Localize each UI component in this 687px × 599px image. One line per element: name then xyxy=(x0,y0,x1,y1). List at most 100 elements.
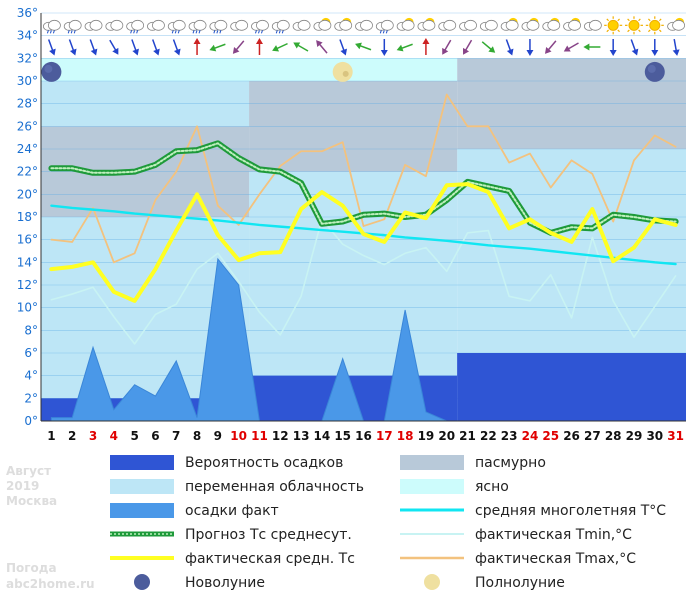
y-tick-label: 8° xyxy=(24,323,38,337)
cloud-icon xyxy=(131,19,145,31)
x-tick-label: 19 xyxy=(418,429,435,443)
wind-arrow-icon xyxy=(172,39,181,56)
cloud-icon xyxy=(172,19,186,31)
y-tick-label: 20° xyxy=(17,187,38,201)
x-tick-label: 24 xyxy=(522,429,539,443)
wind-arrow-head xyxy=(293,42,301,49)
cloud-icon xyxy=(89,19,103,31)
rain-drop-icon xyxy=(257,30,260,34)
wind-arrow-head xyxy=(173,48,181,56)
y-tick-label: 0° xyxy=(24,414,38,428)
wind-arrow-head xyxy=(442,47,449,55)
full-moon-spot-icon xyxy=(342,70,349,77)
series-line-actual_avg xyxy=(49,182,678,303)
cloud-icon xyxy=(401,19,415,31)
wind-arrow-icon xyxy=(255,38,263,55)
sun-icon xyxy=(649,19,661,31)
y-tick-label: 34° xyxy=(17,29,38,43)
rain-drop-icon xyxy=(281,30,284,34)
wind-arrow-icon xyxy=(293,42,309,52)
cloud-icon xyxy=(672,19,685,31)
wind-arrow-icon xyxy=(396,43,413,52)
y-tick-label: 10° xyxy=(17,301,38,315)
rain-drop-icon xyxy=(133,30,136,34)
legend-label: ясно xyxy=(475,479,509,495)
wind-arrow-head xyxy=(396,44,404,52)
site-label: abc2home.ru xyxy=(6,577,95,591)
legend-label: пасмурно xyxy=(475,455,546,471)
cloud-icon xyxy=(48,19,61,31)
y-tick-label: 22° xyxy=(17,165,38,179)
full-moon-icon xyxy=(332,61,353,82)
x-tick-label: 3 xyxy=(89,429,97,443)
new-moon-icon xyxy=(644,61,665,82)
wind-arrow-icon xyxy=(505,39,514,56)
wind-arrow-head xyxy=(112,47,119,55)
wind-arrow-head xyxy=(422,38,430,44)
cloud-icon xyxy=(568,19,581,31)
wind-arrow-icon xyxy=(89,39,98,56)
legend-label: средняя многолетняя T°C xyxy=(475,503,666,519)
sun-icon xyxy=(628,19,640,31)
wind-arrow-head xyxy=(563,45,571,52)
sun-ray-icon xyxy=(648,18,651,22)
x-tick-label: 13 xyxy=(293,429,310,443)
wind-arrow-icon xyxy=(651,39,659,56)
wind-arrow-icon xyxy=(380,39,388,56)
sun-ray-icon xyxy=(617,29,620,33)
wind-arrow-icon xyxy=(355,42,372,51)
series-line-tmin xyxy=(50,218,677,345)
cloud-icon xyxy=(152,19,165,31)
legend-swatch-precip-probability xyxy=(110,455,174,470)
axes: 0° 2° 4° 6° 8° 10° 12° 14° 16° 18° 20° 22° 24° 26° 28°… xyxy=(17,6,686,443)
series-line-tmax xyxy=(50,93,677,264)
wind-arrow-head xyxy=(193,38,201,44)
wind-arrow-icon xyxy=(272,42,288,52)
legend-label: Полнолуние xyxy=(475,575,565,591)
wind-arrow-head xyxy=(583,43,590,51)
wind-arrow-head xyxy=(69,48,77,56)
cloud-icon xyxy=(193,19,207,31)
wind-arrow-icon xyxy=(609,39,617,56)
legend-swatch-partly xyxy=(110,479,174,494)
x-tick-label: 25 xyxy=(542,429,559,443)
cloud-icon xyxy=(588,19,602,31)
sun-ray-icon xyxy=(658,29,662,33)
cloud-icon xyxy=(276,19,290,31)
wind-arrow-head xyxy=(544,47,552,54)
cloud-icon xyxy=(360,19,373,31)
x-tick-label: 18 xyxy=(397,429,414,443)
x-tick-label: 8 xyxy=(193,429,201,443)
y-tick-label: 16° xyxy=(17,233,38,247)
y-tick-label: 26° xyxy=(17,119,38,133)
wind-arrow-head xyxy=(272,45,280,52)
x-tick-label: 28 xyxy=(605,429,622,443)
wind-arrow-head xyxy=(526,50,534,56)
wind-arrow-icon xyxy=(481,41,496,53)
y-tick-label: 24° xyxy=(17,142,38,156)
rain-drop-icon xyxy=(216,30,219,34)
x-tick-label: 22 xyxy=(480,429,497,443)
cloud-icon xyxy=(505,19,519,31)
x-tick-label: 23 xyxy=(501,429,518,443)
wind-arrow-icon xyxy=(131,39,139,56)
sun-icon xyxy=(607,19,619,31)
wind-arrow-head xyxy=(506,48,514,56)
wind-arrow-icon xyxy=(151,39,160,56)
legend-label: Вероятность осадков xyxy=(185,455,343,471)
sun-ray-icon xyxy=(606,18,610,22)
wind-arrow-head xyxy=(90,48,98,56)
sun-ray-icon xyxy=(648,29,651,33)
cloud-icon xyxy=(443,19,457,31)
wind-arrow-head xyxy=(132,48,139,56)
rain-drop-icon xyxy=(46,30,49,34)
y-tick-label: 4° xyxy=(24,369,38,383)
legend-label: Новолуние xyxy=(185,575,265,591)
legend-swatch-clear xyxy=(400,479,464,494)
cloud-icon xyxy=(235,19,249,31)
wind-arrow-head xyxy=(255,38,263,44)
wind-arrow-icon xyxy=(630,39,639,56)
rain-drop-icon xyxy=(195,30,198,34)
wind-arrow-head xyxy=(609,50,617,56)
wind-arrow-icon xyxy=(422,38,430,55)
